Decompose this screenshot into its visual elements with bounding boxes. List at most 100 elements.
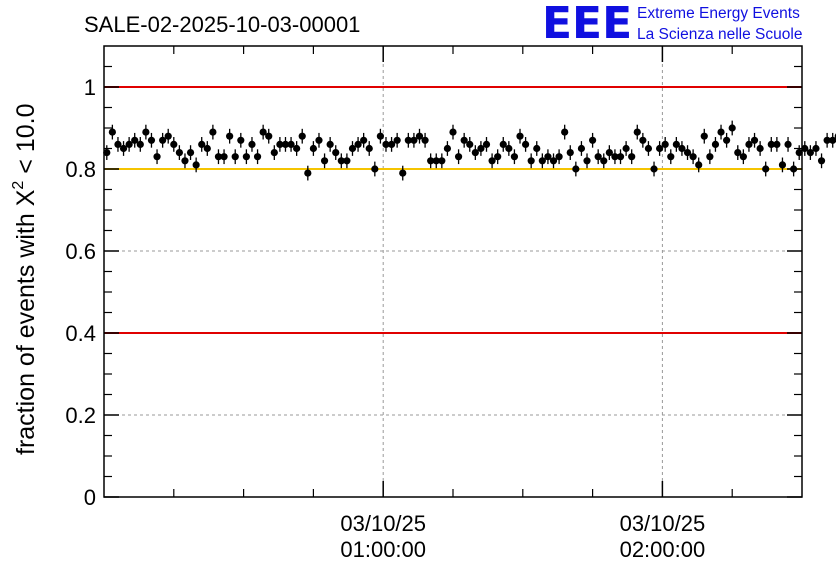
- logo: EEE Extreme Energy Events La Scienza nel…: [542, 0, 802, 49]
- data-point: [711, 140, 720, 148]
- y-axis-title-suffix: < 10.0: [12, 104, 40, 181]
- logo-mark: EEE: [542, 0, 632, 49]
- data-point: [192, 161, 200, 169]
- data-point: [494, 153, 502, 161]
- data-point: [589, 136, 597, 144]
- data-point: [605, 149, 613, 157]
- data-point: [672, 140, 680, 148]
- data-point: [242, 153, 250, 161]
- data-point: [739, 153, 747, 161]
- data-point: [214, 153, 223, 161]
- data-point: [695, 161, 703, 169]
- x-tick-label-time: 02:00:00: [620, 537, 706, 562]
- data-point: [281, 140, 290, 148]
- reference-lines: [104, 86, 802, 334]
- data-point: [387, 140, 396, 148]
- data-point: [784, 140, 792, 148]
- data-point: [253, 153, 262, 161]
- data-point: [427, 157, 435, 165]
- y-tick-label: 1: [84, 75, 96, 100]
- data-point: [706, 153, 714, 161]
- data-point: [309, 144, 317, 153]
- data-point: [142, 128, 150, 136]
- data-point: [410, 136, 418, 144]
- data-point: [594, 153, 602, 161]
- data-point: [583, 157, 591, 165]
- data-point: [136, 140, 144, 148]
- data-point: [650, 165, 658, 173]
- y-tick-label: 0: [84, 485, 96, 510]
- data-point: [276, 140, 284, 148]
- data-point: [778, 161, 787, 169]
- data-point: [482, 140, 491, 148]
- data-point: [616, 153, 625, 161]
- data-point: [421, 136, 429, 144]
- data-point: [259, 128, 267, 136]
- data-point: [516, 132, 524, 140]
- data-point: [527, 157, 535, 165]
- data-point: [404, 136, 412, 144]
- data-point: [622, 144, 630, 153]
- data-point: [376, 132, 385, 140]
- data-point: [326, 140, 334, 148]
- data-point: [549, 157, 558, 165]
- data-point: [170, 140, 178, 148]
- data-point: [432, 157, 440, 165]
- data-point: [767, 140, 775, 148]
- data-point: [365, 144, 373, 153]
- y-tick-label: 0.8: [65, 157, 96, 182]
- data-point: [382, 140, 390, 148]
- data-point: [667, 153, 675, 161]
- data-point: [806, 149, 814, 157]
- data-point: [175, 149, 183, 157]
- data-point: [561, 128, 569, 136]
- data-point: [320, 157, 329, 165]
- data-point: [544, 153, 552, 161]
- data-point: [270, 149, 278, 157]
- data-point: [633, 128, 641, 136]
- data-point: [683, 149, 692, 157]
- data-point: [572, 165, 580, 173]
- data-point: [499, 140, 507, 148]
- data-point: [471, 149, 479, 157]
- data-point: [332, 149, 340, 157]
- data-point: [415, 132, 424, 140]
- y-axis-title-superscript: 2: [10, 181, 27, 190]
- data-point: [159, 136, 167, 144]
- data-points: [103, 120, 836, 181]
- data-point: [639, 136, 647, 144]
- data-point: [728, 124, 736, 132]
- data-point: [337, 157, 345, 165]
- data-point: [600, 157, 608, 165]
- data-point: [723, 136, 731, 144]
- data-point: [220, 153, 228, 161]
- x-tick-label-date: 03/10/25: [620, 511, 706, 536]
- data-point: [689, 153, 697, 161]
- data-point: [656, 144, 664, 153]
- data-point: [700, 132, 708, 140]
- data-point: [762, 165, 770, 173]
- data-point: [103, 149, 111, 157]
- data-point: [829, 136, 836, 144]
- data-point: [237, 136, 245, 144]
- data-point: [293, 144, 301, 153]
- data-point: [131, 136, 139, 144]
- data-point: [248, 140, 256, 148]
- data-point: [198, 140, 206, 148]
- data-point: [812, 144, 820, 153]
- data-point: [119, 144, 128, 153]
- data-point: [298, 132, 306, 140]
- y-tick-label: 0.4: [65, 321, 96, 346]
- data-point: [750, 136, 759, 144]
- x-tick-label-date: 03/10/25: [340, 511, 426, 536]
- data-point: [181, 157, 189, 165]
- data-point: [438, 157, 446, 165]
- data-point: [147, 136, 156, 144]
- data-point: [795, 149, 803, 157]
- grid-lines: [104, 46, 802, 497]
- data-point: [477, 144, 485, 153]
- data-point: [114, 140, 122, 148]
- data-point: [521, 140, 530, 148]
